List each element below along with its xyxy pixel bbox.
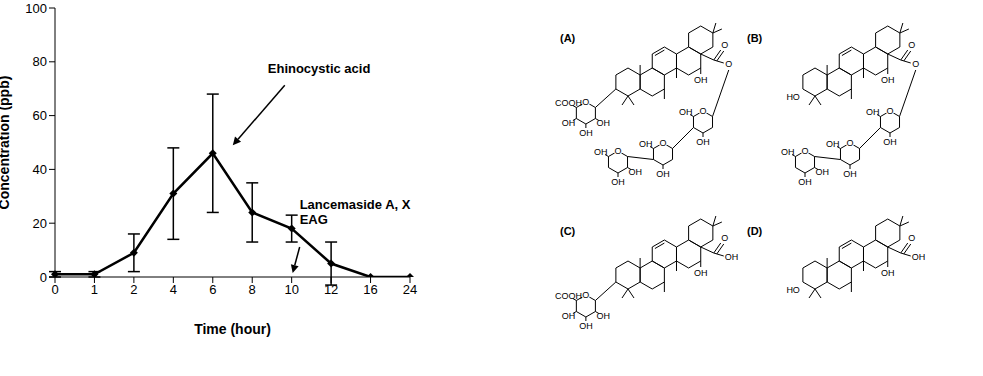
svg-text:Ehinocystic acid: Ehinocystic acid: [268, 61, 371, 76]
svg-text:O: O: [614, 146, 621, 156]
svg-text:O: O: [846, 138, 853, 148]
svg-text:OH: OH: [798, 177, 812, 187]
svg-text:OH: OH: [562, 311, 576, 321]
svg-text:OH: OH: [656, 169, 670, 179]
svg-text:EAG: EAG: [300, 212, 328, 227]
svg-text:8: 8: [249, 282, 256, 297]
svg-text:COOH: COOH: [555, 98, 582, 108]
svg-text:O: O: [582, 97, 589, 107]
svg-text:O: O: [699, 106, 706, 116]
svg-text:OH: OH: [881, 75, 895, 85]
svg-text:OH: OH: [596, 311, 610, 321]
svg-text:(C): (C): [560, 225, 576, 237]
svg-text:60: 60: [33, 108, 47, 123]
svg-text:O: O: [721, 233, 728, 243]
svg-text:OH: OH: [843, 169, 857, 179]
svg-text:O: O: [886, 106, 893, 116]
svg-text:OH: OH: [725, 252, 739, 262]
svg-text:OH: OH: [611, 177, 625, 187]
svg-text:0: 0: [51, 282, 58, 297]
svg-text:24: 24: [403, 282, 417, 297]
svg-text:(A): (A): [560, 32, 576, 44]
svg-text:Concentration (ppb): Concentration (ppb): [8, 76, 12, 210]
svg-text:OH: OH: [562, 118, 576, 128]
svg-text:OH: OH: [596, 118, 610, 128]
svg-text:OH: OH: [694, 268, 708, 278]
svg-text:OH: OH: [781, 147, 795, 157]
svg-text:20: 20: [33, 216, 47, 231]
svg-text:100: 100: [25, 1, 47, 16]
svg-text:O: O: [908, 233, 915, 243]
svg-text:2: 2: [130, 282, 137, 297]
svg-text:OH: OH: [883, 137, 897, 147]
svg-text:O: O: [801, 146, 808, 156]
svg-text:HO: HO: [786, 92, 800, 102]
svg-text:OH: OH: [679, 107, 693, 117]
svg-text:16: 16: [363, 282, 377, 297]
svg-text:O: O: [912, 59, 919, 69]
svg-text:OH: OH: [579, 128, 593, 138]
svg-text:OH: OH: [639, 139, 653, 149]
svg-text:OH: OH: [912, 252, 926, 262]
svg-text:O: O: [721, 40, 728, 50]
svg-text:1: 1: [91, 282, 98, 297]
svg-text:O: O: [659, 138, 666, 148]
svg-text:12: 12: [324, 282, 338, 297]
svg-text:OH: OH: [694, 75, 708, 85]
svg-text:80: 80: [33, 54, 47, 69]
svg-text:OH: OH: [816, 167, 830, 177]
svg-text:6: 6: [209, 282, 216, 297]
svg-text:OH: OH: [826, 139, 840, 149]
svg-text:Time (hour): Time (hour): [194, 321, 271, 337]
svg-text:10: 10: [284, 282, 298, 297]
svg-text:O: O: [582, 290, 589, 300]
svg-text:HO: HO: [786, 285, 800, 295]
svg-text:OH: OH: [881, 268, 895, 278]
svg-text:OH: OH: [579, 321, 593, 331]
svg-text:(B): (B): [747, 32, 763, 44]
svg-text:OH: OH: [866, 107, 880, 117]
svg-text:OH: OH: [629, 167, 643, 177]
svg-text:COOH: COOH: [555, 291, 582, 301]
svg-text:(D): (D): [747, 225, 763, 237]
svg-text:OH: OH: [696, 137, 710, 147]
svg-text:O: O: [725, 59, 732, 69]
svg-text:O: O: [908, 40, 915, 50]
svg-text:OH: OH: [594, 147, 608, 157]
svg-text:Lancemaside A, X: Lancemaside A, X: [300, 197, 411, 212]
svg-text:0: 0: [40, 270, 47, 285]
svg-text:40: 40: [33, 162, 47, 177]
svg-text:4: 4: [170, 282, 177, 297]
